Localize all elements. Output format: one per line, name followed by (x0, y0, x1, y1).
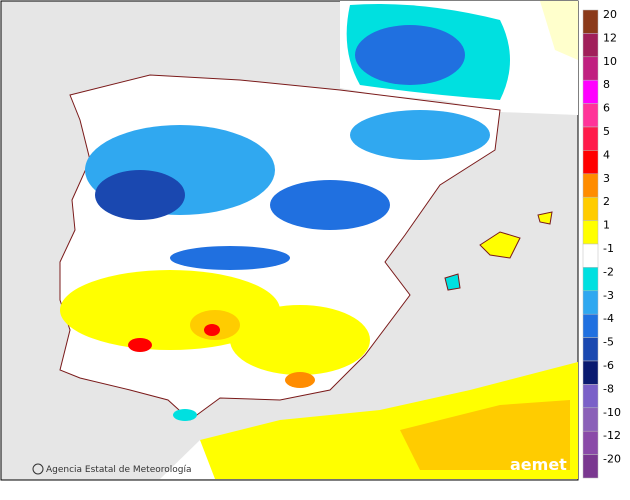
legend-swatch (582, 384, 599, 409)
legend-swatch (582, 267, 599, 292)
legend: 20 12 10 8 6 5 4 3 2 1 -1 -2 -3 -4 -5 -6 -8 -10 -12 -20 (582, 8, 621, 479)
legend-swatch (582, 360, 599, 385)
legend-swatch (582, 220, 599, 245)
anomaly (204, 324, 220, 336)
legend-label: 8 (603, 78, 610, 91)
legend-swatch (582, 126, 599, 151)
legend-label: -6 (603, 359, 614, 372)
legend-swatch (582, 454, 599, 479)
legend-swatch (582, 150, 599, 175)
legend-swatch (582, 33, 599, 58)
legend-label: 5 (603, 125, 610, 138)
legend-label: -5 (603, 336, 614, 349)
credit: Agencia Estatal de Meteorología (46, 465, 192, 475)
legend-label: -2 (603, 265, 614, 278)
anomaly (170, 246, 290, 270)
logo-icon (32, 463, 44, 475)
legend-label: 1 (603, 219, 610, 232)
legend-swatch (582, 56, 599, 81)
legend-swatch (582, 173, 599, 198)
anomaly (540, 1, 578, 60)
legend-swatch (582, 290, 599, 315)
legend-label: -8 (603, 382, 614, 395)
legend-swatch (582, 9, 599, 34)
legend-label: 12 (603, 31, 617, 44)
anomaly (95, 170, 185, 220)
legend-label: 10 (603, 55, 617, 68)
legend-swatch (582, 430, 599, 455)
island (444, 273, 461, 291)
africa (160, 440, 215, 479)
anomaly (128, 338, 152, 352)
legend-swatch (582, 243, 599, 268)
legend-label: 20 (603, 8, 617, 21)
legend-label: -20 (603, 453, 621, 466)
logo: aemet (510, 455, 567, 474)
legend-swatch (582, 337, 599, 362)
anomaly (350, 110, 490, 160)
anomaly (400, 400, 570, 470)
legend-label: -10 (603, 406, 621, 419)
legend-swatch (582, 103, 599, 128)
legend-label: -4 (603, 312, 614, 325)
legend-swatch (582, 196, 599, 221)
map: Agencia Estatal de Meteorología aemet (0, 0, 579, 481)
legend-swatch (582, 79, 599, 104)
legend-label: -12 (603, 429, 621, 442)
island (537, 211, 553, 225)
anomaly (230, 305, 370, 375)
anomaly (355, 25, 465, 85)
anomaly (285, 372, 315, 388)
anomaly (270, 180, 390, 230)
anomaly (173, 409, 197, 421)
legend-label: -3 (603, 289, 614, 302)
legend-label: 3 (603, 172, 610, 185)
legend-swatch (582, 407, 599, 432)
legend-label: -1 (603, 242, 614, 255)
legend-label: 2 (603, 195, 610, 208)
legend-label: 6 (603, 102, 610, 115)
legend-label: 4 (603, 148, 610, 161)
island (479, 231, 521, 259)
legend-swatch (582, 313, 599, 338)
